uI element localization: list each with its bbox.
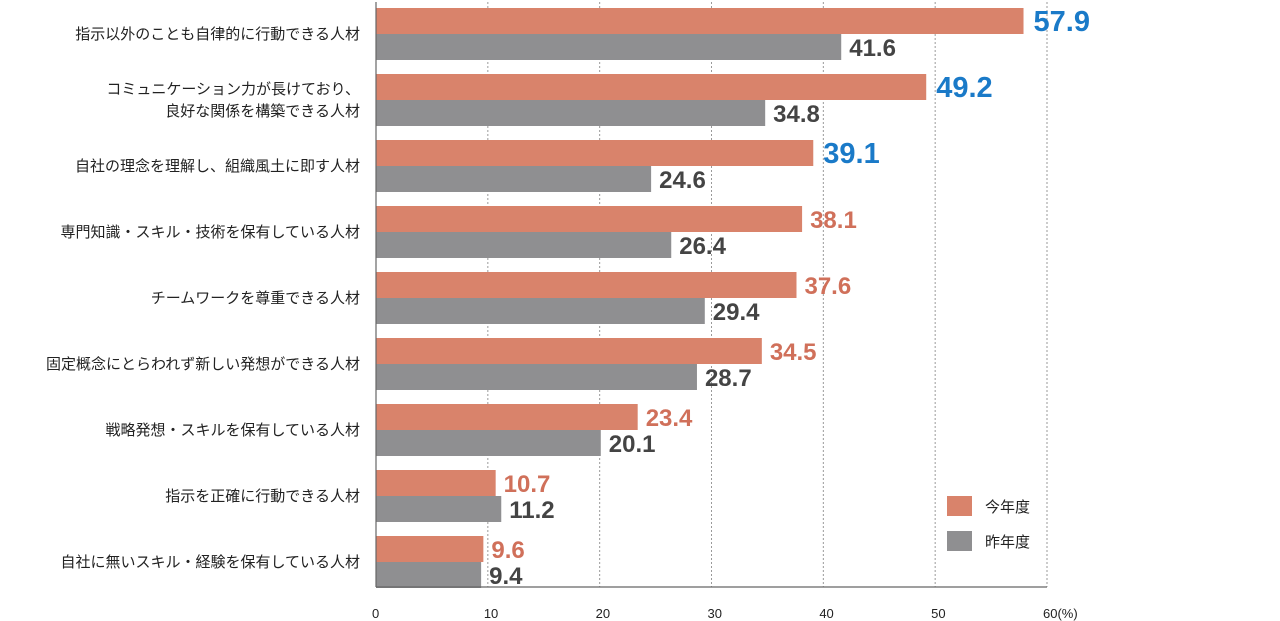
category-label: コミュニケーション力が長けており、 (106, 80, 360, 98)
bar-this-year (376, 140, 814, 166)
bar-this-year (376, 272, 797, 298)
bar-last-year (376, 430, 601, 456)
category-label: 指示以外のことも自律的に行動できる人材 (75, 25, 360, 43)
bar-last-year (376, 100, 766, 126)
bar-this-year (376, 206, 803, 232)
bar-last-year (376, 232, 672, 258)
value-label: 49.2 (936, 72, 992, 104)
x-tick-label: 50 (931, 606, 945, 621)
value-label: 39.1 (823, 138, 879, 170)
value-label: 9.6 (491, 537, 524, 564)
value-label: 34.5 (770, 339, 817, 366)
bar-this-year (376, 8, 1024, 34)
legend-label: 昨年度 (985, 533, 1030, 551)
category-label: チームワークを尊重できる人材 (151, 289, 360, 307)
bar-this-year (376, 338, 762, 364)
category-label: 戦略発想・スキルを保有している人材 (105, 421, 360, 439)
value-label: 23.4 (646, 405, 693, 432)
x-tick-label: 20 (596, 606, 610, 621)
value-label: 28.7 (705, 365, 752, 392)
value-label: 29.4 (713, 299, 760, 326)
x-tick-label: 40 (819, 606, 833, 621)
value-label: 10.7 (504, 471, 551, 498)
value-label: 41.6 (849, 35, 896, 62)
bar-this-year (376, 536, 484, 562)
value-labels: 57.9 41.6 49.2 34.839.1 24.6 38.1 26.4 37.6 29.4… (489, 6, 1090, 590)
bar-last-year (376, 364, 697, 390)
value-label: 11.2 (509, 497, 554, 524)
bars (376, 8, 1024, 588)
legend-swatch (947, 531, 972, 551)
x-tick-label: 30 (708, 606, 722, 621)
x-axis: 0 10 20 30 40 50 60(%) (372, 2, 1078, 621)
bar-this-year (376, 404, 638, 430)
category-label: 良好な関係を構築できる人材 (165, 102, 360, 120)
category-label: 自社に無いスキル・経験を保有している人材 (60, 553, 360, 571)
value-label: 57.9 (1034, 6, 1090, 38)
value-label: 38.1 (810, 207, 857, 234)
value-label: 9.4 (489, 563, 523, 590)
bar-last-year (376, 496, 502, 522)
bar-last-year (376, 166, 652, 192)
category-label: 指示を正確に行動できる人材 (165, 487, 360, 505)
value-label: 37.6 (804, 273, 851, 300)
bar-last-year (376, 562, 482, 588)
x-tick-label: 0 (372, 606, 379, 621)
category-label: 自社の理念を理解し、組織風土に即す人材 (75, 157, 360, 175)
bar-last-year (376, 34, 842, 60)
category-label: 専門知識・スキル・技術を保有している人材 (60, 223, 360, 241)
value-label: 34.8 (773, 101, 820, 128)
category-labels: 指示以外のことも自律的に行動できる人材コミュニケーション力が長けており、良好な関… (46, 25, 360, 571)
bar-this-year (376, 470, 496, 496)
x-tick-label: 60(%) (1043, 606, 1078, 621)
bar-this-year (376, 74, 927, 100)
bar-last-year (376, 298, 705, 324)
value-label: 24.6 (659, 167, 706, 194)
x-tick-label: 10 (484, 606, 498, 621)
legend-swatch (947, 496, 972, 516)
value-label: 20.1 (609, 431, 656, 458)
value-label: 26.4 (679, 233, 726, 260)
category-label: 固定概念にとらわれず新しい発想ができる人材 (46, 355, 360, 373)
legend-label: 今年度 (985, 498, 1030, 516)
